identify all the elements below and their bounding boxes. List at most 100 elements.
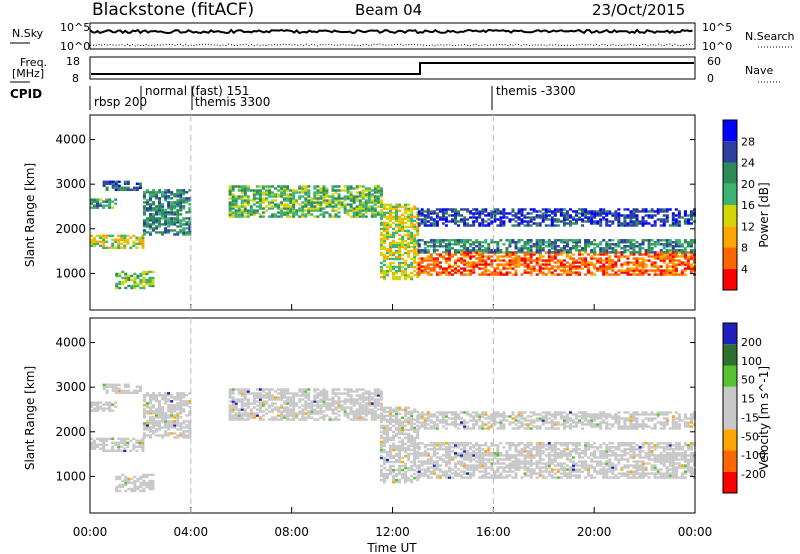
velocity-cell [547,462,551,465]
power-cell [258,191,262,194]
power-cell [568,265,572,268]
power-cell [447,220,451,223]
power-cell [349,197,353,200]
power-cell [490,261,494,264]
velocity-cell [115,475,119,479]
velocity-cell [620,474,624,477]
power-cell [407,219,411,223]
power-cell [665,249,669,252]
power-cell [349,187,353,190]
power-cell [432,257,436,260]
velocity-cell [301,398,305,401]
power-cell [416,211,420,215]
velocity-cell [132,447,136,451]
power-cell [120,188,124,192]
power-cell [258,205,262,208]
power-cell [562,214,566,217]
power-cell [407,237,411,241]
power-cell [562,218,566,221]
power-cell [689,218,693,221]
power-cell [584,208,588,211]
velocity-cell [490,474,494,477]
velocity-cell [523,474,527,477]
velocity-cell [258,402,262,405]
velocity-cell [523,454,527,457]
power-cell [441,208,445,211]
power-cell [544,241,548,244]
velocity-cell [328,398,332,401]
power-cell [617,218,621,221]
velocity-cell [388,420,392,424]
velocity-cell [382,414,386,418]
power-cell [316,193,320,196]
power-cell [454,222,458,225]
power-cell [568,247,572,250]
power-cell [593,243,597,246]
power-cell [158,203,162,206]
velocity-cell [152,406,156,409]
power-cell [426,255,430,258]
velocity-cell [460,476,464,479]
power-cell [142,284,146,288]
power-cell [629,273,633,276]
power-cell [647,273,651,276]
power-cell [450,265,454,268]
power-cell [593,239,597,242]
power-cell [352,199,356,202]
power-cell [161,207,165,210]
velocity-cell [417,468,421,471]
power-cell [472,212,476,215]
power-cell [286,187,290,190]
power-cell [662,220,666,223]
velocity-cell [349,398,353,401]
power-cell [444,208,448,211]
power-cell [120,246,124,250]
power-cell [313,197,317,200]
velocity-cell [398,454,402,458]
power-cell [441,239,445,242]
velocity-cell [517,464,521,467]
power-cell [398,223,402,227]
velocity-cell [120,445,124,449]
velocity-cell [117,389,121,393]
velocity-cell [237,408,241,411]
power-cell [413,251,417,255]
power-cell [379,201,383,204]
velocity-cell [632,470,636,473]
power-cell [343,203,347,206]
velocity-cell [565,456,569,459]
power-cell [416,227,420,231]
velocity-cell [292,412,296,415]
power-cell [132,242,136,246]
velocity-cell [614,474,618,477]
velocity-cell [346,400,350,403]
power-cell [466,265,470,268]
power-cell [689,271,693,274]
velocity-cell [398,456,402,460]
velocity-cell [608,460,612,463]
power-cell [496,224,500,227]
velocity-cell [337,388,341,391]
power-cell [99,202,103,205]
power-cell [111,246,115,250]
power-cell [650,247,654,250]
velocity-cell [508,464,512,467]
power-cell [514,261,518,264]
power-cell [267,185,271,188]
power-cell [617,212,621,215]
power-cell [641,216,645,219]
power-cell [587,243,591,246]
nave-tick-bottom: 0 [707,72,714,85]
power-cell [650,208,654,211]
velocity-cell [138,439,142,442]
power-cell [541,239,545,242]
power-cell [632,249,636,252]
power-cell [444,245,448,248]
power-cell [502,214,506,217]
velocity-cell [123,437,127,440]
velocity-cell [123,441,127,445]
velocity-cell [270,396,274,399]
power-cell [170,211,174,214]
power-cell [632,222,636,225]
power-cell [581,249,585,252]
